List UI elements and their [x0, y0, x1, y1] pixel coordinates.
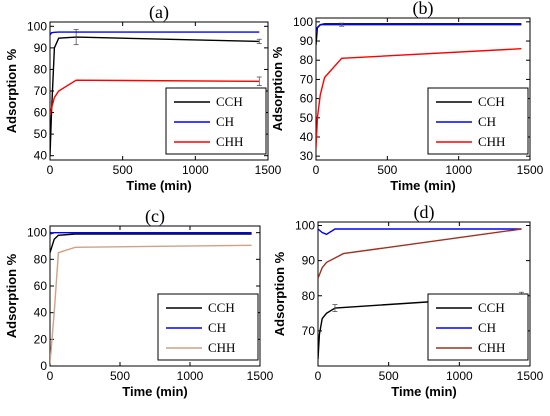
- legend-label-cch: CCH: [478, 300, 505, 315]
- y-tick-label: 90: [302, 254, 316, 268]
- x-tick-label: 1500: [517, 163, 544, 177]
- x-tick-label: 0: [313, 163, 320, 177]
- x-tick-label: 1000: [177, 369, 204, 383]
- legend-label-ch: CH: [478, 320, 496, 335]
- legend-label-cch: CCH: [478, 94, 505, 109]
- x-axis-title: Time (min): [390, 178, 456, 193]
- y-tick-label: 50: [300, 111, 314, 125]
- y-tick-label: 0: [40, 359, 47, 373]
- y-tick-label: 80: [302, 289, 316, 303]
- y-axis-title: Adsorption %: [4, 48, 19, 133]
- series-line-cch: [318, 295, 522, 360]
- legend: CCH CH CHH: [427, 87, 529, 155]
- y-tick-label: 30: [300, 149, 314, 163]
- legend: CCH CH CHH: [427, 293, 529, 361]
- series-line-ch: [316, 24, 522, 34]
- legend-label-chh: CHH: [478, 340, 505, 355]
- legend-box: [427, 293, 529, 361]
- legend-label-cch: CCH: [216, 94, 243, 109]
- series-line-chh: [50, 79, 260, 115]
- plot-frame: [49, 225, 261, 367]
- x-tick-label: 1000: [182, 163, 209, 177]
- y-tick-label: 70: [300, 72, 314, 86]
- y-axis-title: Adsorption %: [272, 251, 287, 336]
- x-tick-label: 1500: [247, 369, 274, 383]
- panel-b: (b) 0 500 1000 1500 30 40 50 60 70 80 90 100 Time (mi…: [270, 0, 544, 193]
- series-group: [318, 228, 525, 360]
- series-group: [50, 29, 262, 156]
- y-tick-label: 40: [300, 130, 314, 144]
- legend-label-chh: CHH: [478, 134, 505, 149]
- y-tick-label: 60: [34, 106, 48, 120]
- panel-c: (c) 0 500 1000 1500 0 20 40 60 80 100 Time (min) Ads…: [4, 206, 274, 399]
- x-tick-label: 500: [379, 369, 399, 383]
- y-axis-title: Adsorption %: [270, 46, 285, 131]
- x-axis-title: Time (min): [126, 178, 192, 193]
- x-tick-label: 0: [47, 369, 54, 383]
- panel-label: (c): [145, 206, 165, 227]
- y-axis-title: Adsorption %: [4, 253, 19, 338]
- y-tick-label: 80: [300, 53, 314, 67]
- y-tick-label: 20: [34, 332, 48, 346]
- series-line-chh: [316, 48, 522, 149]
- x-tick-label: 1000: [445, 163, 472, 177]
- y-tick-label: 90: [34, 41, 48, 55]
- legend-label-chh: CHH: [208, 340, 235, 355]
- legend: CCH CH CHH: [157, 293, 259, 361]
- y-tick-label: 100: [27, 226, 47, 240]
- legend-label-cch: CCH: [208, 300, 235, 315]
- y-tick-label: 60: [34, 279, 48, 293]
- legend: CCH CH CHH: [165, 87, 267, 155]
- series-line-ch: [318, 228, 522, 236]
- x-tick-label: 1500: [517, 369, 544, 383]
- legend-label-ch: CH: [208, 320, 226, 335]
- y-tick-label: 100: [293, 15, 313, 29]
- legend-label-chh: CHH: [216, 134, 243, 149]
- panel-label: (a): [149, 2, 169, 23]
- series-line-ch: [50, 31, 260, 36]
- x-axis-title: Time (min): [391, 384, 457, 399]
- x-tick-label: 0: [315, 369, 322, 383]
- x-tick-label: 0: [47, 163, 54, 177]
- legend-box: [157, 293, 259, 361]
- y-tick-label: 100: [27, 19, 47, 33]
- series-group: [50, 231, 252, 364]
- y-tick-label: 50: [34, 127, 48, 141]
- series-line-cch: [316, 23, 522, 45]
- x-axis-title: Time (min): [122, 384, 188, 399]
- series-line-cch: [50, 233, 252, 253]
- panel-a: (a) 0 500 1000 1500 40 50 60 70 80 90 100 Time (min)…: [4, 2, 282, 193]
- x-tick-label: 1500: [255, 163, 282, 177]
- y-tick-label: 80: [34, 252, 48, 266]
- x-tick-label: 500: [377, 163, 397, 177]
- panel-label: (b): [413, 0, 434, 19]
- y-tick-label: 90: [300, 34, 314, 48]
- legend-label-ch: CH: [478, 114, 496, 129]
- legend-box: [427, 87, 529, 155]
- y-tick-label: 70: [34, 84, 48, 98]
- y-tick-label: 70: [302, 324, 316, 338]
- plot-frame: [317, 221, 531, 367]
- y-tick-label: 40: [34, 149, 48, 163]
- series-group: [316, 22, 522, 149]
- y-tick-label: 40: [34, 306, 48, 320]
- series-line-chh: [50, 244, 252, 364]
- legend-box: [165, 87, 267, 155]
- x-tick-label: 500: [110, 369, 130, 383]
- legend-label-ch: CH: [216, 114, 234, 129]
- panel-d: (d) 0 500 1000 1500 70 80 90 100 Time (min) Adsorp…: [272, 202, 544, 399]
- y-tick-label: 100: [295, 219, 315, 233]
- series-line-ch: [50, 231, 252, 235]
- x-tick-label: 500: [113, 163, 133, 177]
- plot-frame: [315, 17, 531, 161]
- series-line-cch: [50, 36, 260, 156]
- y-tick-label: 80: [34, 62, 48, 76]
- y-tick-label: 60: [300, 92, 314, 106]
- series-line-chh: [318, 228, 522, 279]
- x-tick-label: 1000: [446, 369, 473, 383]
- panel-label: (d): [414, 202, 435, 223]
